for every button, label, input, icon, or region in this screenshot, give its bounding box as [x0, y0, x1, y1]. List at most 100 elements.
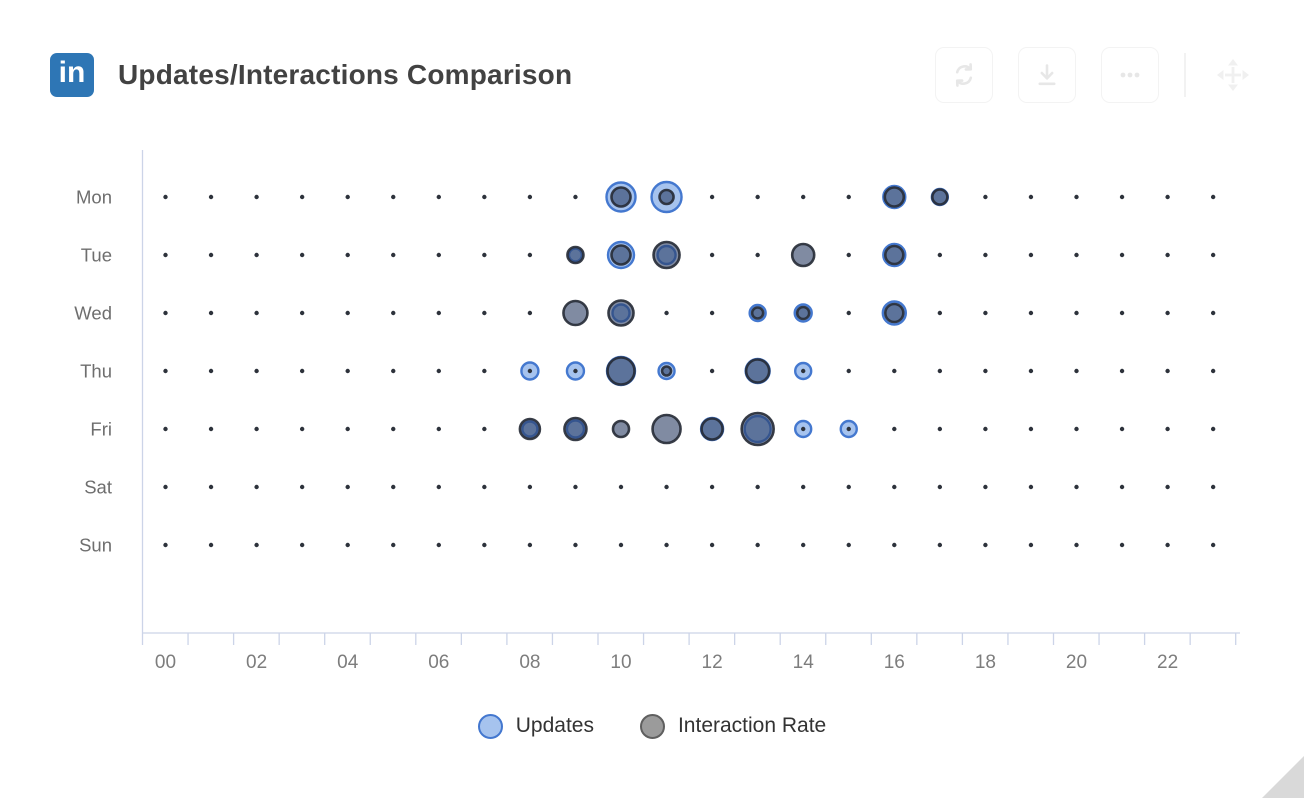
zero-dot: [345, 368, 350, 374]
interaction-point[interactable]: [563, 416, 588, 442]
zero-dot: [846, 542, 851, 548]
zero-dot: [1074, 542, 1079, 548]
interaction-point[interactable]: [750, 306, 765, 320]
move-handle[interactable]: [1211, 53, 1255, 97]
y-axis-label: Wed: [74, 303, 112, 324]
interaction-point[interactable]: [795, 305, 811, 321]
zero-dot: [573, 542, 578, 548]
zero-dot: [208, 368, 214, 374]
zero-dot: [391, 542, 396, 548]
zero-dot: [208, 194, 214, 200]
x-axis-label: 02: [246, 652, 267, 673]
card-header: in Updates/Interactions Comparison: [50, 46, 1255, 104]
zero-dot: [163, 426, 168, 432]
interaction-point[interactable]: [606, 356, 636, 386]
interaction-point[interactable]: [658, 188, 675, 206]
zero-dot: [1165, 252, 1170, 258]
zero-dot: [482, 426, 487, 432]
zero-dot: [755, 252, 760, 258]
zero-dot: [937, 426, 943, 432]
zero-dot: [846, 484, 851, 490]
legend-item-interaction-rate[interactable]: Interaction Rate: [639, 713, 826, 739]
zero-dot: [163, 542, 168, 548]
zero-dot: [573, 368, 578, 374]
zero-dot: [664, 484, 669, 490]
interaction-point[interactable]: [562, 299, 589, 327]
zero-dot: [163, 310, 168, 316]
more-options-button[interactable]: [1101, 47, 1159, 103]
interaction-point[interactable]: [652, 240, 681, 270]
zero-dot: [1165, 310, 1170, 316]
interaction-point[interactable]: [610, 186, 632, 208]
interaction-point[interactable]: [611, 419, 631, 439]
interaction-point[interactable]: [610, 244, 632, 266]
zero-dot: [1074, 484, 1079, 490]
zero-dot: [709, 368, 715, 374]
zero-dot: [1119, 426, 1125, 432]
zero-dot: [1165, 484, 1170, 490]
zero-dot: [664, 542, 669, 548]
download-icon: [1038, 64, 1056, 86]
interaction-point[interactable]: [883, 244, 905, 266]
zero-dot: [801, 426, 806, 432]
zero-dot: [1119, 310, 1125, 316]
zero-dot: [709, 252, 715, 258]
interaction-point[interactable]: [883, 186, 906, 208]
interaction-point[interactable]: [744, 358, 771, 384]
toolbar-divider: [1184, 53, 1186, 97]
interaction-point[interactable]: [883, 302, 905, 324]
zero-dot: [846, 310, 851, 316]
y-axis-label: Sat: [84, 477, 112, 498]
zero-dot: [709, 310, 715, 316]
zero-dot: [345, 426, 350, 432]
zero-dot: [983, 310, 988, 316]
interaction-point[interactable]: [931, 188, 949, 206]
interaction-point[interactable]: [518, 417, 542, 441]
x-axis-label: 06: [428, 652, 449, 673]
zero-dot: [482, 310, 487, 316]
zero-dot: [1028, 252, 1034, 258]
x-axis-label: 18: [975, 652, 996, 673]
refresh-button[interactable]: [935, 47, 993, 103]
x-axis-label: 10: [610, 652, 631, 673]
y-axis-label: Tue: [81, 245, 112, 266]
zero-dot: [1028, 484, 1034, 490]
interaction-point[interactable]: [700, 417, 724, 441]
linkedin-logo-icon: in: [50, 53, 94, 97]
zero-dot: [345, 194, 350, 200]
zero-dot: [254, 252, 259, 258]
zero-dot: [1028, 426, 1034, 432]
interaction-point[interactable]: [607, 299, 635, 327]
zero-dot: [618, 542, 624, 548]
y-axis-label: Sun: [79, 535, 112, 556]
zero-dot: [345, 484, 350, 490]
zero-dot: [1210, 252, 1216, 258]
zero-dot: [573, 484, 578, 490]
interaction-point[interactable]: [566, 245, 585, 265]
legend-item-updates[interactable]: Updates: [477, 713, 594, 739]
zero-dot: [208, 310, 214, 316]
x-axis-label: 04: [337, 652, 359, 673]
interaction-point[interactable]: [740, 411, 775, 447]
zero-dot: [299, 484, 305, 490]
zero-dot: [299, 368, 305, 374]
zero-dot: [1210, 194, 1216, 200]
zero-dot: [937, 252, 943, 258]
zero-dot: [436, 368, 441, 374]
interaction-point[interactable]: [660, 365, 673, 377]
zero-dot: [527, 484, 533, 490]
x-axis-label: 22: [1157, 652, 1178, 673]
zero-dot: [1210, 426, 1216, 432]
resize-handle[interactable]: [1262, 756, 1304, 798]
x-axis-label: 08: [519, 652, 540, 673]
zero-dot: [1119, 542, 1125, 548]
zero-dot: [892, 542, 897, 548]
zero-dot: [254, 426, 259, 432]
y-axis-label: Thu: [80, 361, 112, 382]
download-button[interactable]: [1018, 47, 1076, 103]
zero-dot: [1074, 252, 1079, 258]
zero-dot: [664, 310, 669, 316]
interaction-point[interactable]: [651, 413, 682, 445]
interaction-point[interactable]: [790, 242, 816, 268]
